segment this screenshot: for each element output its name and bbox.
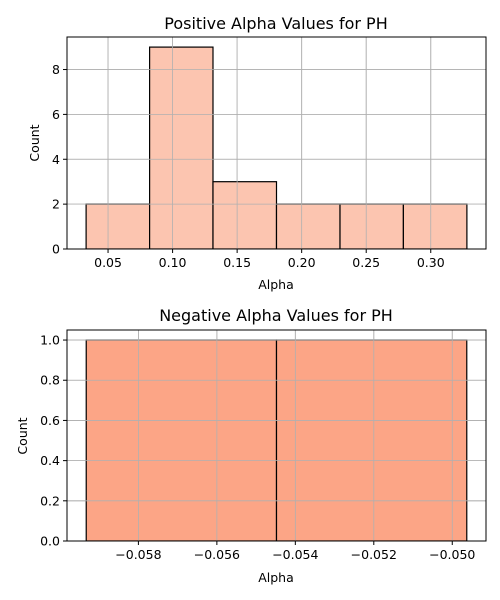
x-tick-label: 0.05 — [94, 255, 122, 270]
y-tick-label: 8 — [52, 62, 60, 77]
x-tick-label: 0.15 — [223, 255, 251, 270]
x-axis-label: Alpha — [258, 277, 294, 292]
histogram-bar — [85, 339, 278, 541]
y-tick-label: 2 — [52, 197, 60, 212]
plot-frame — [66, 329, 487, 542]
y-tick-label: 0.4 — [40, 453, 60, 468]
histogram-bar — [275, 339, 468, 541]
x-tick-label: −0.058 — [115, 547, 161, 562]
x-tick-label: 0.20 — [288, 255, 316, 270]
y-tick-label: 4 — [52, 152, 60, 167]
negative-alpha-chart: Negative Alpha Values for PH Alpha Count… — [15, 306, 487, 585]
x-tick-label: 0.10 — [159, 255, 187, 270]
plot-frame — [66, 36, 487, 250]
bars — [85, 339, 468, 541]
histogram-bar — [212, 181, 278, 249]
y-tick-label: 0 — [52, 242, 60, 257]
x-tick-label: 0.30 — [417, 255, 445, 270]
y-tick-label: 0.0 — [40, 534, 60, 549]
y-tick-label: 0.6 — [40, 413, 60, 428]
x-tick-label: −0.056 — [194, 547, 240, 562]
y-tick-label: 0.2 — [40, 493, 60, 508]
histogram-bar — [275, 203, 341, 249]
y-axis-label: Count — [15, 417, 30, 454]
y-tick-label: 0.8 — [40, 373, 60, 388]
histogram-bar — [149, 46, 214, 249]
x-axis-label: Alpha — [258, 570, 294, 585]
x-tick-label: −0.054 — [272, 547, 318, 562]
histogram-bar — [402, 203, 468, 249]
y-tick-label: 1.0 — [40, 333, 60, 348]
x-tick-label: −0.052 — [351, 547, 397, 562]
histogram-bar — [339, 203, 404, 249]
y-tick-label: 6 — [52, 107, 60, 122]
chart-title: Negative Alpha Values for PH — [159, 306, 393, 325]
bars — [85, 46, 468, 249]
grid-overlay — [67, 37, 486, 249]
y-axis-label: Count — [27, 124, 42, 161]
positive-alpha-chart: Positive Alpha Values for PH Alpha Count… — [27, 14, 487, 292]
x-tick-label: −0.050 — [429, 547, 475, 562]
chart-title: Positive Alpha Values for PH — [164, 14, 387, 33]
x-tick-label: 0.25 — [352, 255, 380, 270]
grid-overlay — [67, 330, 486, 541]
histogram-bar — [85, 203, 151, 249]
